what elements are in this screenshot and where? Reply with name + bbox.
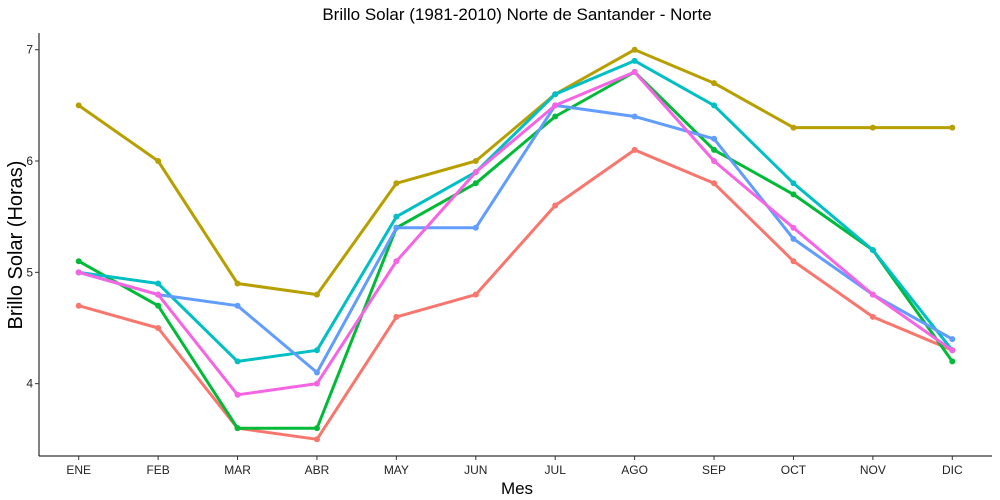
series-point-6 xyxy=(790,224,797,231)
series-point-4 xyxy=(790,180,797,187)
series-point-3 xyxy=(234,425,241,432)
series-point-2 xyxy=(313,291,320,298)
series-point-5 xyxy=(949,336,956,343)
plot-area: 4 5 6 7 ENE FEB MAR ABR MAY JUN JUL AGO SEP OCT NOV DIC xyxy=(26,33,992,477)
x-tick-label: ENE xyxy=(66,463,91,477)
series-point-1 xyxy=(552,202,559,209)
series-point-6 xyxy=(393,258,400,265)
series-point-2 xyxy=(790,124,797,131)
series-point-5 xyxy=(711,135,718,142)
series-point-1 xyxy=(631,146,638,153)
series-point-3 xyxy=(552,113,559,120)
series-point-6 xyxy=(313,380,320,387)
y-tick-label: 7 xyxy=(26,43,33,57)
series-point-3 xyxy=(75,258,82,265)
series-point-4 xyxy=(313,347,320,354)
series-line-3 xyxy=(77,70,954,430)
series-point-2 xyxy=(949,124,956,131)
series-line-4 xyxy=(77,59,954,363)
series-point-4 xyxy=(631,57,638,64)
y-tick-label: 5 xyxy=(26,265,33,279)
series-point-1 xyxy=(75,302,82,309)
series-point-6 xyxy=(949,347,956,354)
x-tick-label: NOV xyxy=(860,463,886,477)
series-point-3 xyxy=(790,191,797,198)
series-point-1 xyxy=(711,180,718,187)
series-line-2 xyxy=(77,48,954,297)
series-point-4 xyxy=(393,213,400,220)
series-point-1 xyxy=(790,258,797,265)
series-point-6 xyxy=(75,269,82,276)
x-tick-label: SEP xyxy=(702,463,726,477)
series-line-5 xyxy=(77,103,954,374)
x-tick-label: MAY xyxy=(384,463,409,477)
series-point-1 xyxy=(869,313,876,320)
series-point-6 xyxy=(234,391,241,398)
series-point-5 xyxy=(313,369,320,376)
series-point-6 xyxy=(472,169,479,176)
series-point-6 xyxy=(711,158,718,165)
series-point-6 xyxy=(155,291,162,298)
series-point-1 xyxy=(313,436,320,443)
series-point-5 xyxy=(631,113,638,120)
series-point-5 xyxy=(393,224,400,231)
y-tick-label: 4 xyxy=(26,377,33,391)
series-point-5 xyxy=(790,235,797,242)
series-point-3 xyxy=(472,180,479,187)
series-point-3 xyxy=(711,146,718,153)
x-tick-label: FEB xyxy=(146,463,169,477)
y-tick-label: 6 xyxy=(26,154,33,168)
series-point-5 xyxy=(472,224,479,231)
y-axis-title: Brillo Solar (Horas) xyxy=(5,161,27,330)
x-tick-label: ABR xyxy=(305,463,330,477)
series-point-3 xyxy=(155,302,162,309)
x-tick-label: JUN xyxy=(464,463,487,477)
series-point-4 xyxy=(155,280,162,287)
series-point-2 xyxy=(234,280,241,287)
x-tick-label: DIC xyxy=(942,463,963,477)
series-point-1 xyxy=(393,313,400,320)
series-point-3 xyxy=(313,425,320,432)
x-tick-label: OCT xyxy=(781,463,807,477)
chart-title: Brillo Solar (1981-2010) Norte de Santan… xyxy=(322,5,711,24)
series-point-6 xyxy=(631,68,638,75)
series-point-4 xyxy=(234,358,241,365)
series-point-2 xyxy=(75,102,82,109)
series-line-1 xyxy=(77,148,954,441)
series-point-2 xyxy=(711,80,718,87)
series-point-3 xyxy=(949,358,956,365)
series-point-4 xyxy=(869,247,876,254)
x-axis-title: Mes xyxy=(501,479,533,498)
x-tick-label: JUL xyxy=(545,463,567,477)
x-tick-label: AGO xyxy=(621,463,648,477)
x-tick-label: MAR xyxy=(224,463,251,477)
series-point-2 xyxy=(869,124,876,131)
series-line-6 xyxy=(77,70,954,397)
series-point-2 xyxy=(393,180,400,187)
series-point-2 xyxy=(472,158,479,165)
series-point-5 xyxy=(234,302,241,309)
series-point-2 xyxy=(155,158,162,165)
series-point-6 xyxy=(869,291,876,298)
series-point-1 xyxy=(472,291,479,298)
series-point-2 xyxy=(631,46,638,53)
series-point-4 xyxy=(711,102,718,109)
series-point-6 xyxy=(552,102,559,109)
series-point-4 xyxy=(552,91,559,98)
series-point-1 xyxy=(155,324,162,331)
